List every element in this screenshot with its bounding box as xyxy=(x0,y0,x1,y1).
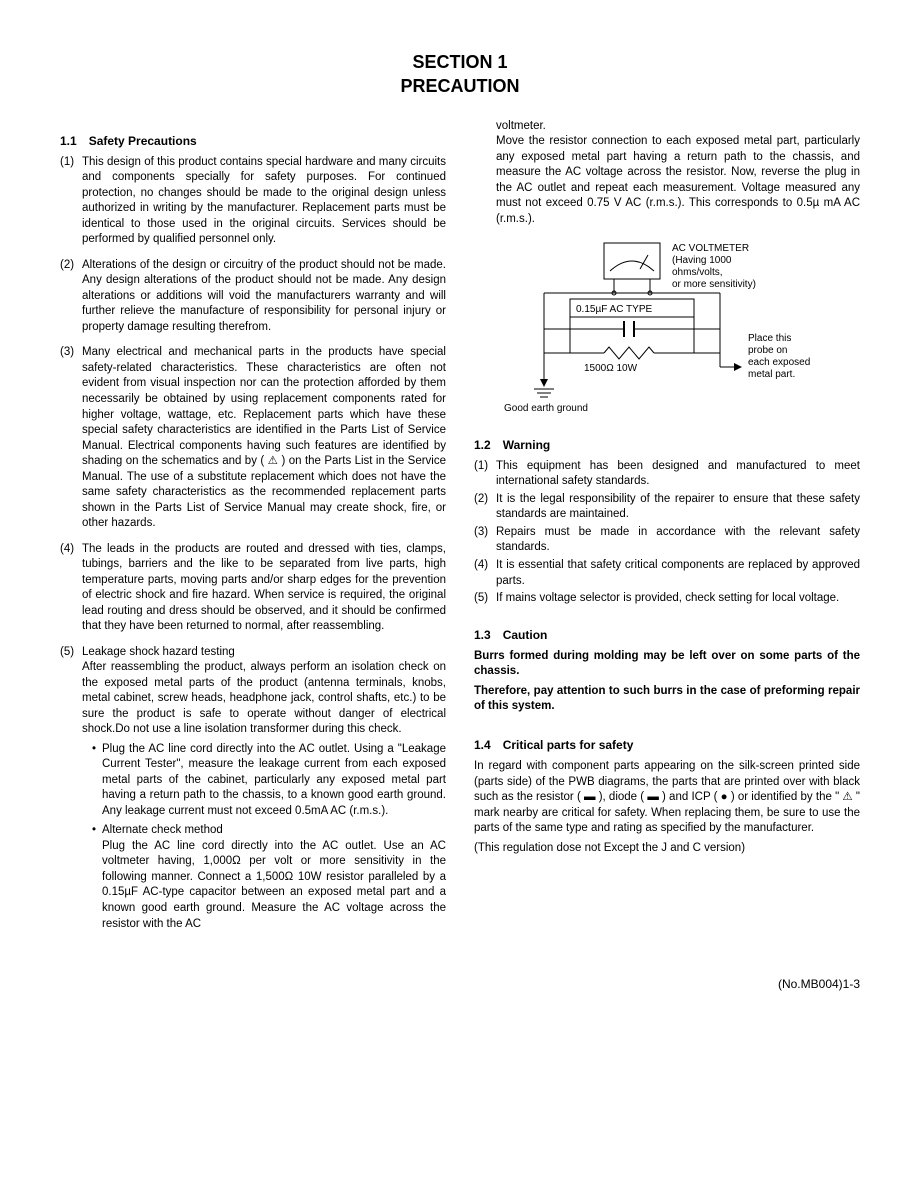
item-num: (3) xyxy=(60,345,82,531)
heading-title: Caution xyxy=(503,627,548,643)
res-label: 1500Ω 10W xyxy=(584,363,638,374)
voltmeter-sub3: or more sensitivity) xyxy=(672,279,756,290)
voltmeter-label: AC VOLTMETER xyxy=(672,243,749,254)
item-text: Many electrical and mechanical parts in … xyxy=(82,345,446,531)
item-text: The leads in the products are routed and… xyxy=(82,542,446,635)
voltmeter-sub1: (Having 1000 xyxy=(672,255,732,266)
heading-num: 1.1 xyxy=(60,133,77,149)
continuation-text: voltmeter. Move the resistor connection … xyxy=(474,119,860,228)
critical-body: In regard with component parts appearing… xyxy=(474,759,860,837)
section-title: SECTION 1 PRECAUTION xyxy=(60,50,860,99)
heading-title: Warning xyxy=(503,437,551,453)
caution-body-2: Therefore, pay attention to such burrs i… xyxy=(474,684,860,715)
ground-label: Good earth ground xyxy=(504,403,588,414)
caution-body-1: Burrs formed during molding may be left … xyxy=(474,649,860,680)
item-num: (2) xyxy=(60,258,82,336)
bullet-2-body: Plug the AC line cord directly into the … xyxy=(102,839,446,932)
section-line2: PRECAUTION xyxy=(60,74,860,98)
critical-note: (This regulation dose not Except the J a… xyxy=(474,841,860,857)
bullet-2: Alternate check method Plug the AC line … xyxy=(92,823,446,932)
cap-label: 0.15µF AC TYPE xyxy=(576,304,652,315)
svg-text:each exposed: each exposed xyxy=(748,357,810,368)
heading-title: Critical parts for safety xyxy=(503,737,634,753)
item-5: (5) Leakage shock hazard testing After r… xyxy=(60,645,446,936)
item-5-body: After reassembling the product, always p… xyxy=(82,660,446,738)
two-column-layout: 1.1 Safety Precautions (1) This design o… xyxy=(60,119,860,936)
right-column: voltmeter. Move the resistor connection … xyxy=(474,119,860,936)
heading-num: 1.4 xyxy=(474,737,491,753)
page-footer: (No.MB004)1-3 xyxy=(60,976,860,992)
heading-1.3: 1.3 Caution xyxy=(474,627,860,643)
item-num: (5) xyxy=(60,645,82,936)
voltmeter-sub2: ohms/volts, xyxy=(672,267,723,278)
item-2: (2) Alterations of the design or circuit… xyxy=(60,258,446,336)
bullet-2-title: Alternate check method xyxy=(102,823,446,839)
heading-num: 1.2 xyxy=(474,437,491,453)
item-num: (1) xyxy=(60,155,82,248)
item-5-title: Leakage shock hazard testing xyxy=(82,645,446,661)
item-text: Alterations of the design or circuitry o… xyxy=(82,258,446,336)
bullet-list: Plug the AC line cord directly into the … xyxy=(82,742,446,932)
svg-text:metal part.: metal part. xyxy=(748,369,795,380)
section-line1: SECTION 1 xyxy=(60,50,860,74)
left-column: 1.1 Safety Precautions (1) This design o… xyxy=(60,119,446,936)
item-num: (4) xyxy=(60,542,82,635)
leakage-test-diagram: AC VOLTMETER (Having 1000 ohms/volts, or… xyxy=(474,237,860,423)
heading-1.1: 1.1 Safety Precautions xyxy=(60,133,446,149)
heading-1.2: 1.2 Warning xyxy=(474,437,860,453)
bullet-1: Plug the AC line cord directly into the … xyxy=(92,742,446,820)
item-1: (1) This design of this product contains… xyxy=(60,155,446,248)
item-text: This design of this product contains spe… xyxy=(82,155,446,248)
heading-title: Safety Precautions xyxy=(89,133,197,149)
item-text: Leakage shock hazard testing After reass… xyxy=(82,645,446,936)
item-3: (3) Many electrical and mechanical parts… xyxy=(60,345,446,531)
heading-1.4: 1.4 Critical parts for safety xyxy=(474,737,860,753)
svg-text:probe on: probe on xyxy=(748,345,787,356)
heading-num: 1.3 xyxy=(474,627,491,643)
svg-text:Place this: Place this xyxy=(748,333,791,344)
item-4: (4) The leads in the products are routed… xyxy=(60,542,446,635)
